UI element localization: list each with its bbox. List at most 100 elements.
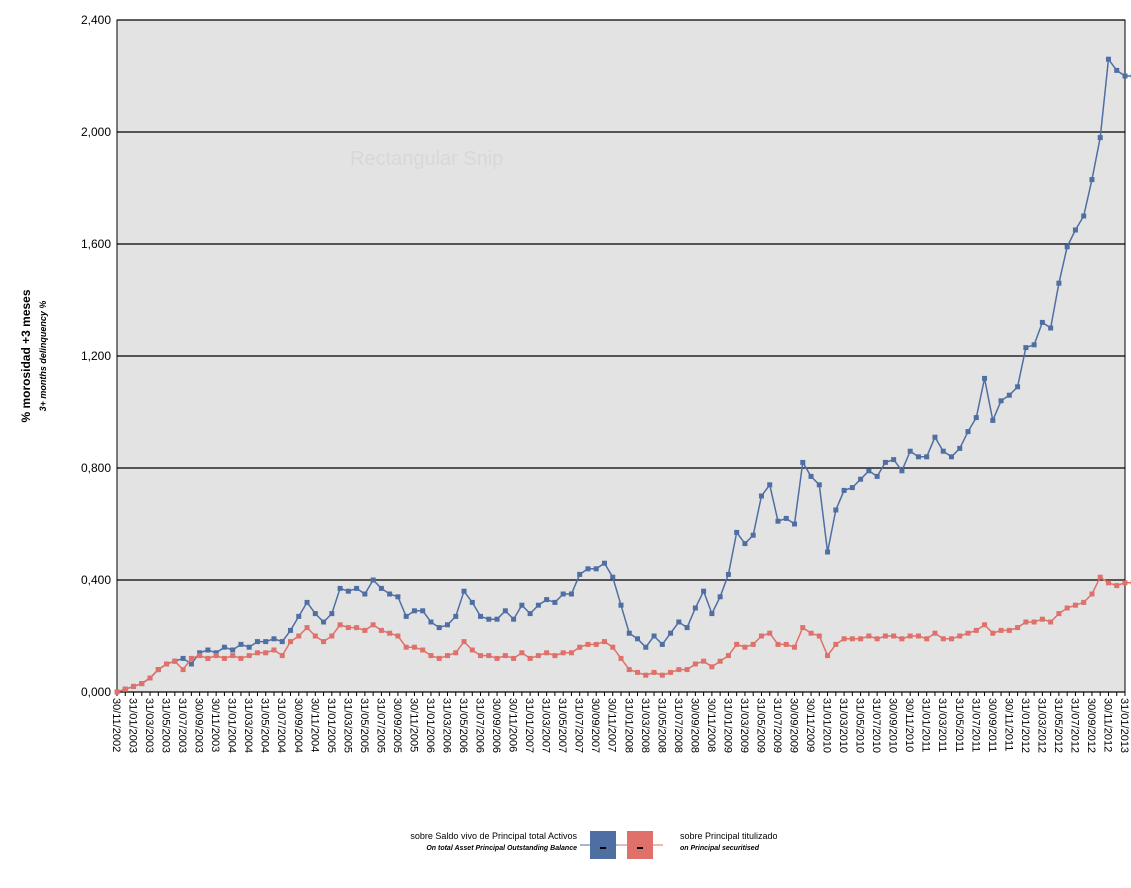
x-tick-label: 31/07/2004 [275, 698, 287, 753]
point [874, 473, 880, 479]
point [973, 627, 979, 633]
point [354, 585, 360, 591]
x-tick-label: 30/11/2011 [1002, 698, 1014, 751]
x-tick-label: 30/11/2006 [507, 698, 519, 752]
point [998, 398, 1004, 404]
x-tick-label: 30/11/2010 [903, 698, 915, 752]
point [1114, 67, 1120, 73]
point [544, 597, 550, 603]
x-tick-label: 31/01/2006 [424, 698, 436, 753]
point [874, 636, 880, 642]
point [444, 622, 450, 628]
point [1064, 605, 1070, 611]
point [577, 644, 583, 650]
point [965, 429, 971, 435]
x-tick-label: 30/09/2009 [788, 698, 800, 753]
point [891, 457, 897, 463]
point [213, 653, 219, 659]
point [709, 664, 715, 670]
point [816, 633, 822, 639]
y-tick-label: 0,800 [81, 461, 111, 475]
point [973, 415, 979, 421]
point [304, 625, 310, 631]
x-tick-label: 31/05/2007 [556, 698, 568, 753]
x-tick-label: 31/07/2009 [771, 698, 783, 753]
point [354, 625, 360, 631]
point [758, 493, 764, 499]
x-tick-label: 31/05/2009 [754, 698, 766, 753]
watermark: Rectangular Snip [350, 148, 503, 170]
point [907, 633, 913, 639]
point [535, 653, 541, 659]
point [717, 658, 723, 664]
point [676, 619, 682, 625]
x-tick-label: 30/09/2005 [391, 698, 403, 753]
point [668, 630, 674, 636]
point [734, 641, 740, 647]
x-tick-label: 31/05/2004 [259, 698, 271, 753]
point [585, 566, 591, 572]
point [230, 647, 236, 653]
point [478, 653, 484, 659]
point [701, 658, 707, 664]
point [329, 633, 335, 639]
point [1031, 619, 1037, 625]
x-tick-label: 31/07/2012 [1068, 698, 1080, 753]
point [221, 644, 227, 650]
point [833, 507, 839, 513]
point [1122, 73, 1128, 79]
point [296, 633, 302, 639]
x-tick-label: 31/03/2006 [440, 698, 452, 753]
point [618, 602, 624, 608]
point [188, 661, 194, 667]
point [345, 588, 351, 594]
point [420, 647, 426, 653]
point [552, 599, 558, 605]
x-tick-label: 30/09/2012 [1085, 698, 1097, 753]
point [164, 661, 170, 667]
y-tick-label: 2,400 [81, 13, 111, 27]
point [560, 591, 566, 597]
point [1089, 591, 1095, 597]
x-tick-label: 31/07/2006 [474, 698, 486, 753]
point [767, 482, 773, 488]
x-tick-label: 31/03/2009 [738, 698, 750, 753]
x-tick-label: 30/09/2008 [688, 698, 700, 753]
point [792, 644, 798, 650]
point [1114, 583, 1120, 589]
point [750, 641, 756, 647]
point [139, 681, 145, 687]
x-tick-label: 31/03/2011 [936, 698, 948, 752]
point [1006, 627, 1012, 633]
point [321, 639, 327, 645]
point [1048, 619, 1054, 625]
x-tick-label: 31/05/2005 [358, 698, 370, 753]
x-tick-label: 31/05/2010 [854, 698, 866, 753]
point [651, 669, 657, 675]
x-tick-label: 31/05/2012 [1052, 698, 1064, 753]
point [535, 602, 541, 608]
point [337, 622, 343, 628]
x-tick-label: 31/07/2003 [176, 698, 188, 753]
point [494, 616, 500, 622]
point [221, 655, 227, 661]
x-tick-label: 31/01/2013 [1118, 698, 1130, 753]
point [428, 653, 434, 659]
point [684, 625, 690, 631]
point [833, 641, 839, 647]
x-tick-label: 31/07/2010 [870, 698, 882, 753]
point [486, 616, 492, 622]
point [519, 602, 525, 608]
point [279, 639, 285, 645]
point [659, 641, 665, 647]
point [684, 667, 690, 673]
point [527, 611, 533, 617]
point [593, 566, 599, 572]
point [808, 473, 814, 479]
legend-label: sobre Saldo vivo de Principal total Acti… [410, 831, 577, 841]
point [180, 655, 186, 661]
point [378, 585, 384, 591]
point [982, 375, 988, 381]
x-tick-label: 31/05/2003 [160, 698, 172, 753]
